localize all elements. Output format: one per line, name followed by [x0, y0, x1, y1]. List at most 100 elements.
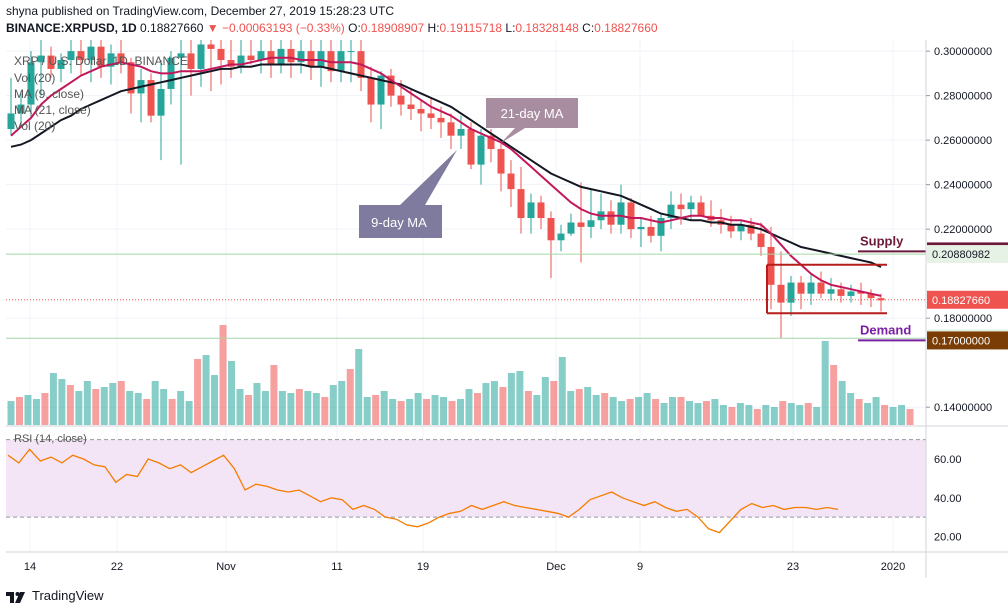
candles — [7, 40, 885, 339]
last-price: 0.18827660 — [140, 21, 204, 35]
x-tick-label: 14 — [24, 561, 36, 573]
rsi-tick-label: 20.00 — [934, 532, 962, 544]
open-value: 0.18908907 — [360, 21, 425, 35]
volume-bar — [779, 401, 787, 425]
x-tick-label: 23 — [787, 561, 799, 573]
price-label-box — [927, 331, 1008, 350]
volume-bar — [312, 393, 320, 425]
volume-bar — [49, 373, 57, 425]
volume-bar — [898, 405, 906, 425]
volume-bar — [813, 407, 821, 425]
volume-bar — [736, 403, 744, 425]
candle-body — [557, 233, 565, 241]
volume-bar — [864, 403, 872, 425]
volume-bar — [287, 393, 295, 425]
candle-body — [787, 282, 795, 303]
candle-body — [97, 46, 105, 67]
candle-body — [237, 55, 245, 67]
volume-bar — [100, 387, 108, 425]
volume-bar — [397, 401, 405, 425]
candle-body — [677, 204, 685, 210]
candle-body — [527, 202, 535, 219]
rsi-pane: RSI (14, close) — [6, 433, 926, 534]
volume-bar — [151, 381, 159, 425]
volume-bar — [796, 405, 804, 425]
volume-bar — [770, 407, 778, 425]
volume-bar — [753, 409, 761, 425]
demand-label: Demand — [860, 322, 911, 337]
volume-bar — [618, 401, 626, 425]
volume-bar — [575, 389, 583, 425]
candle-body — [837, 289, 845, 296]
volume-bar — [457, 399, 464, 425]
tradingview-brand[interactable]: TradingView — [6, 588, 104, 603]
volume-bar — [24, 395, 32, 425]
candle-body — [777, 284, 785, 303]
volume-bar — [643, 393, 651, 425]
candle-body — [737, 224, 745, 232]
candle-body — [537, 202, 545, 219]
volume-bar — [694, 403, 702, 425]
candle-body — [637, 226, 645, 230]
volume-bar — [143, 399, 151, 425]
candle-body — [647, 226, 655, 236]
volume-bar — [202, 355, 210, 425]
volume-bar — [838, 381, 846, 425]
candle-body — [57, 60, 65, 69]
candle-body — [697, 202, 705, 216]
volume-bar — [261, 391, 269, 425]
volume-bar — [558, 357, 566, 425]
candle-body — [867, 293, 875, 299]
ma21-callout-bubble — [486, 98, 578, 143]
volume-bar — [406, 399, 414, 425]
tradingview-logo-icon — [6, 591, 25, 603]
close-label: C: — [582, 21, 595, 35]
volume-bar — [881, 405, 889, 425]
candle-body — [107, 53, 115, 67]
candle-body — [847, 291, 855, 296]
volume-bar — [355, 349, 363, 425]
volume-bar — [185, 401, 193, 425]
volume-bar — [465, 389, 473, 425]
volume-bar — [380, 391, 388, 425]
price-label-text: 0.18827660 — [932, 295, 990, 307]
legend-line: Vol (20) — [14, 71, 55, 85]
volume-bar — [507, 373, 515, 425]
volume-bar — [66, 385, 74, 425]
volume-bar — [7, 401, 15, 425]
volume-bar — [253, 383, 261, 425]
high-label: H: — [427, 21, 440, 35]
candle-body — [67, 51, 75, 61]
x-tick-label: Dec — [546, 561, 566, 573]
volume-bar — [41, 393, 49, 425]
candle-body — [207, 44, 215, 49]
candle-body — [7, 113, 15, 130]
volume-bar — [278, 391, 286, 425]
volume-bar — [244, 395, 252, 425]
y-tick-label: 0.30000000 — [934, 46, 992, 58]
candle-body — [507, 173, 515, 190]
volume-bar — [177, 391, 185, 425]
legend-line: MA (9, close) — [14, 87, 84, 101]
price-label-box — [927, 290, 1008, 309]
volume-bar — [211, 375, 219, 425]
volume-bar — [601, 393, 609, 425]
candle-body — [407, 104, 415, 109]
candle-body — [587, 220, 595, 227]
candle-body — [197, 44, 205, 69]
y-tick-label: 0.24000000 — [934, 180, 992, 192]
volume-bar — [490, 381, 498, 425]
symbol-label: BINANCE:XRPUSD, 1D — [6, 21, 137, 35]
candle-body — [387, 75, 395, 96]
x-tick-label: 22 — [111, 561, 123, 573]
candle-body — [517, 189, 525, 219]
ma21-callout-label: 21-day MA — [501, 106, 564, 121]
candle-body — [337, 51, 345, 72]
legend-title: XRP / U.S. Dollar, 1D, BINANCE — [14, 54, 188, 68]
candle-body — [577, 222, 585, 227]
volume-bar — [236, 389, 244, 425]
candle-body — [437, 117, 445, 123]
candle-body — [17, 104, 25, 114]
candle-body — [117, 53, 125, 63]
